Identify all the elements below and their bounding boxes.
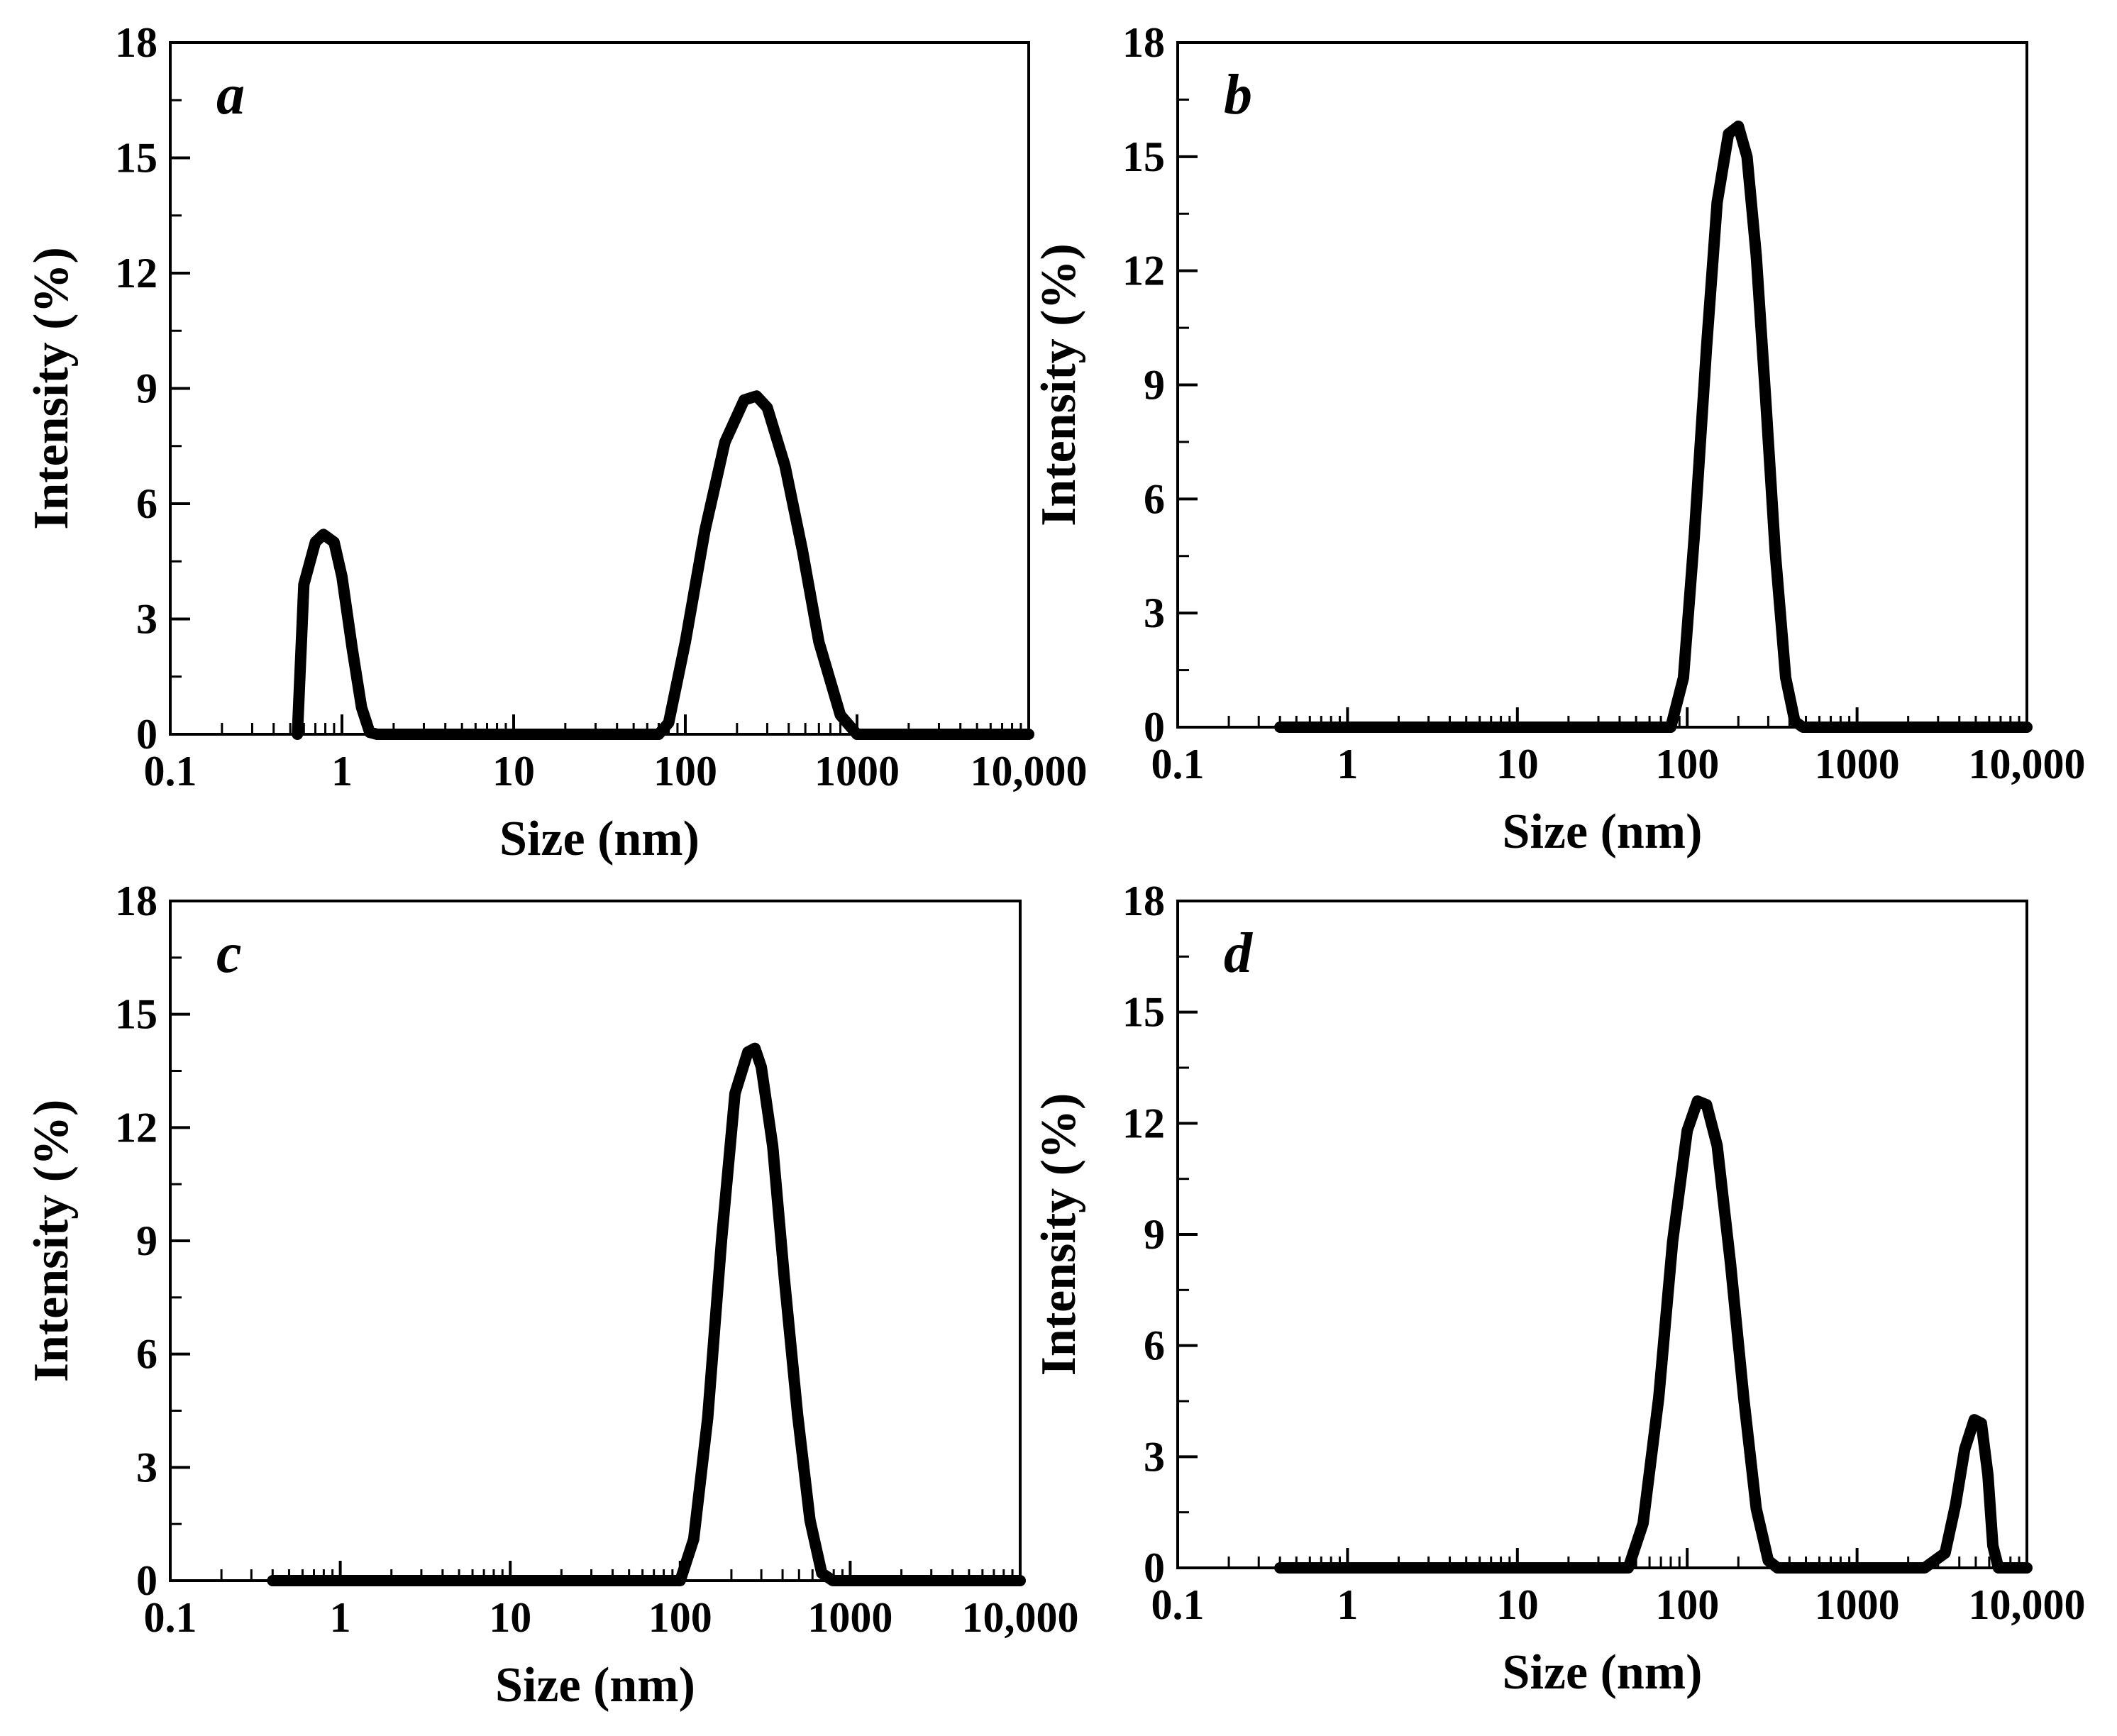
y-tick-label: 18 (1122, 878, 1165, 924)
y-tick-label: 18 (115, 19, 157, 66)
y-tick-label: 12 (115, 1104, 157, 1151)
y-tick-label: 0 (1144, 704, 1165, 751)
series-line-d (1274, 1095, 2033, 1574)
y-axis-title: Intensity (%) (24, 247, 79, 530)
plot-frame (169, 900, 1022, 1582)
panel-label: d (1224, 922, 1253, 985)
x-tick-label: 1 (330, 1594, 351, 1641)
x-tick-label: 100 (648, 1594, 712, 1641)
y-tick-label: 12 (1122, 1100, 1165, 1146)
panel-a: 0 3 6 9 12 15 18 0.1 1 10 100 1000 10,000 Size (nm) In… (24, 19, 1088, 866)
y-tick-label: 0 (136, 711, 157, 758)
y-tick-label: 9 (136, 1217, 157, 1264)
y-tick-label: 18 (1122, 19, 1165, 66)
y-axis-title: Intensity (%) (24, 1100, 79, 1383)
y-axis-title: Intensity (%) (1032, 1093, 1086, 1376)
x-tick-label: 1000 (807, 1594, 892, 1641)
y-axis-title: Intensity (%) (1032, 243, 1086, 526)
x-tick-label: 1 (1337, 1581, 1358, 1628)
series-line-a (292, 390, 1034, 740)
x-tick-label: 100 (1655, 1581, 1719, 1628)
x-tick-label: 0.1 (144, 748, 197, 795)
x-tick-label: 100 (1655, 741, 1719, 787)
x-tick-label: 10 (489, 1594, 531, 1641)
series-line-b (1274, 120, 2033, 733)
panel-d: 0 3 6 9 12 15 18 0.1 1 10 100 1000 10,000 Size (nm) In… (1032, 878, 2086, 1700)
panel-label: c (216, 922, 242, 985)
y-tick-label: 18 (115, 878, 157, 924)
y-tick-label: 9 (1144, 362, 1165, 409)
y-tick-label: 12 (1122, 248, 1165, 294)
x-tick-label: 10 (1496, 1581, 1539, 1628)
y-tick-label: 6 (136, 1331, 157, 1378)
plot-frame (1176, 900, 2028, 1569)
plot-frame (1176, 41, 2028, 729)
x-tick-label: 10 (1496, 741, 1539, 787)
x-tick-label: 1000 (1815, 1581, 1900, 1628)
y-tick-label: 0 (1144, 1544, 1165, 1591)
panel-b: 0 3 6 9 12 15 18 0.1 1 10 100 1000 10,000 Size (nm) In… (1032, 19, 2086, 859)
x-tick-label: 1000 (814, 748, 900, 795)
y-tick-label: 15 (115, 135, 157, 182)
panel-c: 0 3 6 9 12 15 18 0.1 1 10 100 1000 10,000 Size (nm) In… (24, 878, 1079, 1713)
x-tick-label: 1000 (1815, 741, 1900, 787)
y-tick-label: 3 (1144, 590, 1165, 636)
x-axis-title: Size (nm) (495, 1658, 695, 1713)
y-tick-label: 3 (136, 1444, 157, 1491)
y-tick-label: 9 (1144, 1211, 1165, 1258)
x-tick-label: 10,000 (962, 1594, 1079, 1641)
panel-label: a (216, 64, 245, 126)
x-tick-label: 10,000 (971, 748, 1088, 795)
x-tick-label: 10 (492, 748, 535, 795)
x-axis-title: Size (nm) (1503, 1645, 1703, 1700)
y-tick-label: 6 (1144, 475, 1165, 522)
y-tick-label: 15 (115, 991, 157, 1038)
y-tick-label: 9 (136, 365, 157, 412)
x-tick-label: 1 (1337, 741, 1358, 787)
y-tick-label: 3 (1144, 1433, 1165, 1480)
x-tick-label: 10,000 (1969, 1581, 2086, 1628)
panel-label: b (1224, 64, 1252, 126)
y-tick-label: 0 (136, 1557, 157, 1604)
x-tick-label: 1 (331, 748, 353, 795)
series-line-c (267, 1042, 1026, 1586)
x-tick-label: 100 (653, 748, 717, 795)
x-tick-label: 10,000 (1969, 741, 2086, 787)
x-tick-label: 0.1 (1151, 1581, 1205, 1628)
x-axis-title: Size (nm) (1503, 805, 1703, 859)
y-tick-label: 6 (1144, 1322, 1165, 1369)
x-tick-label: 0.1 (144, 1594, 197, 1641)
y-tick-label: 15 (1122, 989, 1165, 1036)
y-tick-label: 12 (115, 250, 157, 297)
y-tick-label: 15 (1122, 133, 1165, 180)
y-tick-label: 3 (136, 596, 157, 643)
x-tick-label: 0.1 (1151, 741, 1205, 787)
y-tick-label: 6 (136, 480, 157, 527)
x-axis-title: Size (nm) (499, 812, 700, 866)
